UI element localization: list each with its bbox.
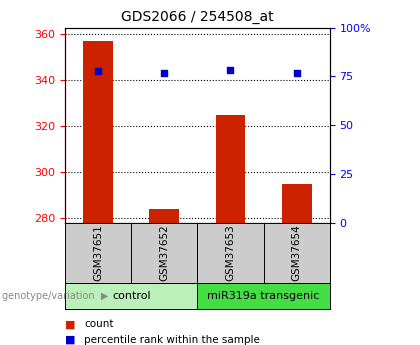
- Point: [227, 67, 234, 73]
- Text: GSM37653: GSM37653: [226, 224, 236, 281]
- Text: ■: ■: [65, 319, 76, 329]
- Text: count: count: [84, 319, 113, 329]
- Point: [293, 71, 300, 76]
- Bar: [282, 184, 312, 223]
- Text: control: control: [112, 291, 150, 301]
- Text: genotype/variation  ▶: genotype/variation ▶: [2, 291, 108, 301]
- Text: ■: ■: [65, 335, 76, 345]
- Text: percentile rank within the sample: percentile rank within the sample: [84, 335, 260, 345]
- Text: miR319a transgenic: miR319a transgenic: [207, 291, 320, 301]
- Text: GSM37654: GSM37654: [291, 224, 302, 281]
- Point: [95, 68, 102, 74]
- Point: [161, 71, 168, 76]
- Bar: [150, 209, 179, 223]
- Bar: [215, 115, 245, 223]
- Title: GDS2066 / 254508_at: GDS2066 / 254508_at: [121, 10, 274, 24]
- Text: GSM37652: GSM37652: [159, 224, 169, 281]
- Bar: [83, 41, 113, 223]
- Text: GSM37651: GSM37651: [93, 224, 103, 281]
